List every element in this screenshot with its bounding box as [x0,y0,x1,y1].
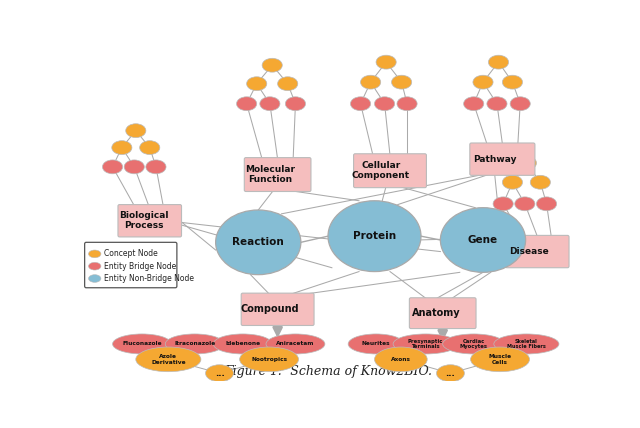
Ellipse shape [124,160,145,174]
Text: Biological
Process: Biological Process [119,211,168,230]
Text: Compound: Compound [241,304,299,314]
Text: Molecular
Function: Molecular Function [245,165,295,184]
Ellipse shape [278,77,298,91]
Text: Entity Bridge Node: Entity Bridge Node [104,262,176,270]
Text: Anatomy: Anatomy [412,308,461,318]
Text: Disease: Disease [509,247,549,256]
Text: Figure 1:  Schema of Know2BIO.: Figure 1: Schema of Know2BIO. [224,365,432,378]
Ellipse shape [374,347,428,372]
Ellipse shape [463,97,484,111]
Ellipse shape [470,347,529,372]
Text: Cardiac
Myocytes: Cardiac Myocytes [460,339,488,349]
Text: Skeletal
Muscle Fibers: Skeletal Muscle Fibers [507,339,546,349]
Ellipse shape [360,75,381,89]
Ellipse shape [237,97,257,111]
Ellipse shape [88,250,101,258]
Ellipse shape [516,156,536,170]
Text: Fluconazole: Fluconazole [122,342,162,346]
Ellipse shape [502,75,522,89]
Text: Nootropics: Nootropics [251,357,287,362]
Text: ...: ... [445,369,455,378]
Ellipse shape [348,334,404,354]
Ellipse shape [88,262,101,270]
Text: ...: ... [214,369,225,378]
Ellipse shape [262,58,282,72]
Ellipse shape [136,347,201,372]
Text: Protein: Protein [353,231,396,241]
Ellipse shape [165,334,224,354]
Ellipse shape [88,275,101,282]
Ellipse shape [510,97,531,111]
Text: Azole
Derivative: Azole Derivative [151,354,186,365]
Ellipse shape [488,55,509,69]
Ellipse shape [436,365,465,382]
FancyBboxPatch shape [353,154,426,187]
Text: Aniracetam: Aniracetam [276,342,315,346]
Text: Entity Non-Bridge Node: Entity Non-Bridge Node [104,274,194,283]
Ellipse shape [146,160,166,174]
Ellipse shape [239,347,298,372]
Ellipse shape [351,97,371,111]
FancyBboxPatch shape [506,235,569,268]
Ellipse shape [125,124,146,137]
Ellipse shape [328,201,421,272]
Ellipse shape [260,97,280,111]
FancyBboxPatch shape [118,205,182,237]
Text: Axons: Axons [391,357,411,362]
Text: Idebenone: Idebenone [225,342,260,346]
Text: Muscle
Cells: Muscle Cells [488,354,511,365]
Ellipse shape [487,97,507,111]
Ellipse shape [285,97,305,111]
FancyBboxPatch shape [244,158,311,191]
Ellipse shape [502,175,522,189]
Ellipse shape [443,334,505,354]
Ellipse shape [376,55,396,69]
Ellipse shape [397,97,417,111]
Ellipse shape [140,141,160,155]
Ellipse shape [266,334,325,354]
Ellipse shape [440,208,525,272]
Text: Gene: Gene [468,235,498,245]
Ellipse shape [213,334,272,354]
Ellipse shape [112,141,132,155]
FancyBboxPatch shape [241,293,314,325]
Ellipse shape [536,197,557,211]
Ellipse shape [216,210,301,275]
Ellipse shape [393,334,458,354]
FancyBboxPatch shape [84,242,177,288]
Text: Itraconazole: Itraconazole [174,342,215,346]
Ellipse shape [374,97,395,111]
Ellipse shape [102,160,123,174]
Ellipse shape [392,75,412,89]
Text: Neurites: Neurites [362,342,390,346]
Ellipse shape [531,175,550,189]
Text: Concept Node: Concept Node [104,250,158,259]
Ellipse shape [113,334,172,354]
FancyBboxPatch shape [410,298,476,329]
Ellipse shape [205,365,234,382]
Text: Cellular
Component: Cellular Component [351,161,410,181]
Text: Pathway: Pathway [473,155,516,163]
Text: Presynaptic
Terminals: Presynaptic Terminals [408,339,444,349]
Text: Reaction: Reaction [232,237,284,247]
Ellipse shape [493,197,513,211]
Ellipse shape [246,77,267,91]
FancyBboxPatch shape [470,143,535,175]
Ellipse shape [515,197,535,211]
Ellipse shape [494,334,559,354]
Ellipse shape [473,75,493,89]
